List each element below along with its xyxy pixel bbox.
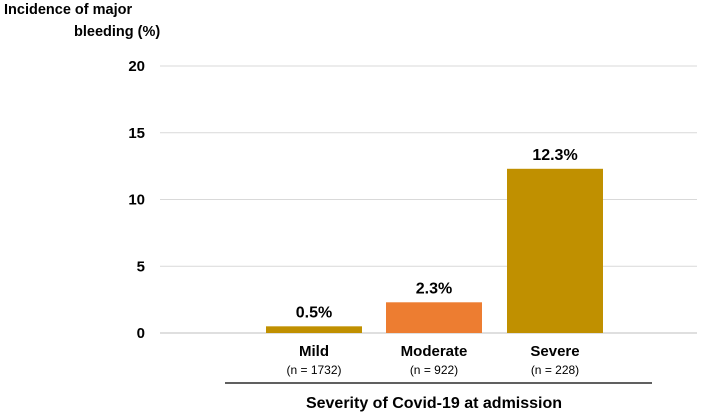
y-tick-label: 20	[128, 58, 145, 75]
y-tick-labels: 0 5 10 15 20	[128, 58, 145, 342]
category-labels: Mild (n = 1732) Moderate (n = 922) Severe (n …	[286, 343, 579, 377]
bar-moderate	[386, 302, 482, 333]
gridlines	[160, 65, 697, 334]
y-tick-label: 10	[128, 192, 145, 209]
y-tick-label: 0	[137, 325, 145, 342]
data-label: 12.3%	[532, 147, 577, 164]
data-label: 0.5%	[296, 304, 332, 321]
x-tick-sublabel: (n = 228)	[531, 363, 579, 377]
x-tick-label: Severe	[530, 343, 579, 360]
y-tick-label: 15	[128, 125, 145, 142]
x-tick-label: Mild	[299, 343, 329, 360]
x-tick-label: Moderate	[401, 343, 468, 360]
x-axis-title: Severity of Covid-19 at admission	[306, 395, 562, 412]
y-axis-label-line-1: Incidence of major	[4, 2, 132, 18]
bar-severe	[507, 168, 603, 333]
bars	[266, 168, 603, 333]
bar-mild	[266, 326, 362, 333]
data-labels: 0.5% 2.3% 12.3%	[296, 147, 578, 322]
x-tick-sublabel: (n = 922)	[410, 363, 458, 377]
x-tick-sublabel: (n = 1732)	[286, 363, 341, 377]
y-axis-label-line-2: bleeding (%)	[74, 24, 160, 40]
y-tick-label: 5	[137, 258, 145, 275]
data-label: 2.3%	[416, 280, 452, 297]
